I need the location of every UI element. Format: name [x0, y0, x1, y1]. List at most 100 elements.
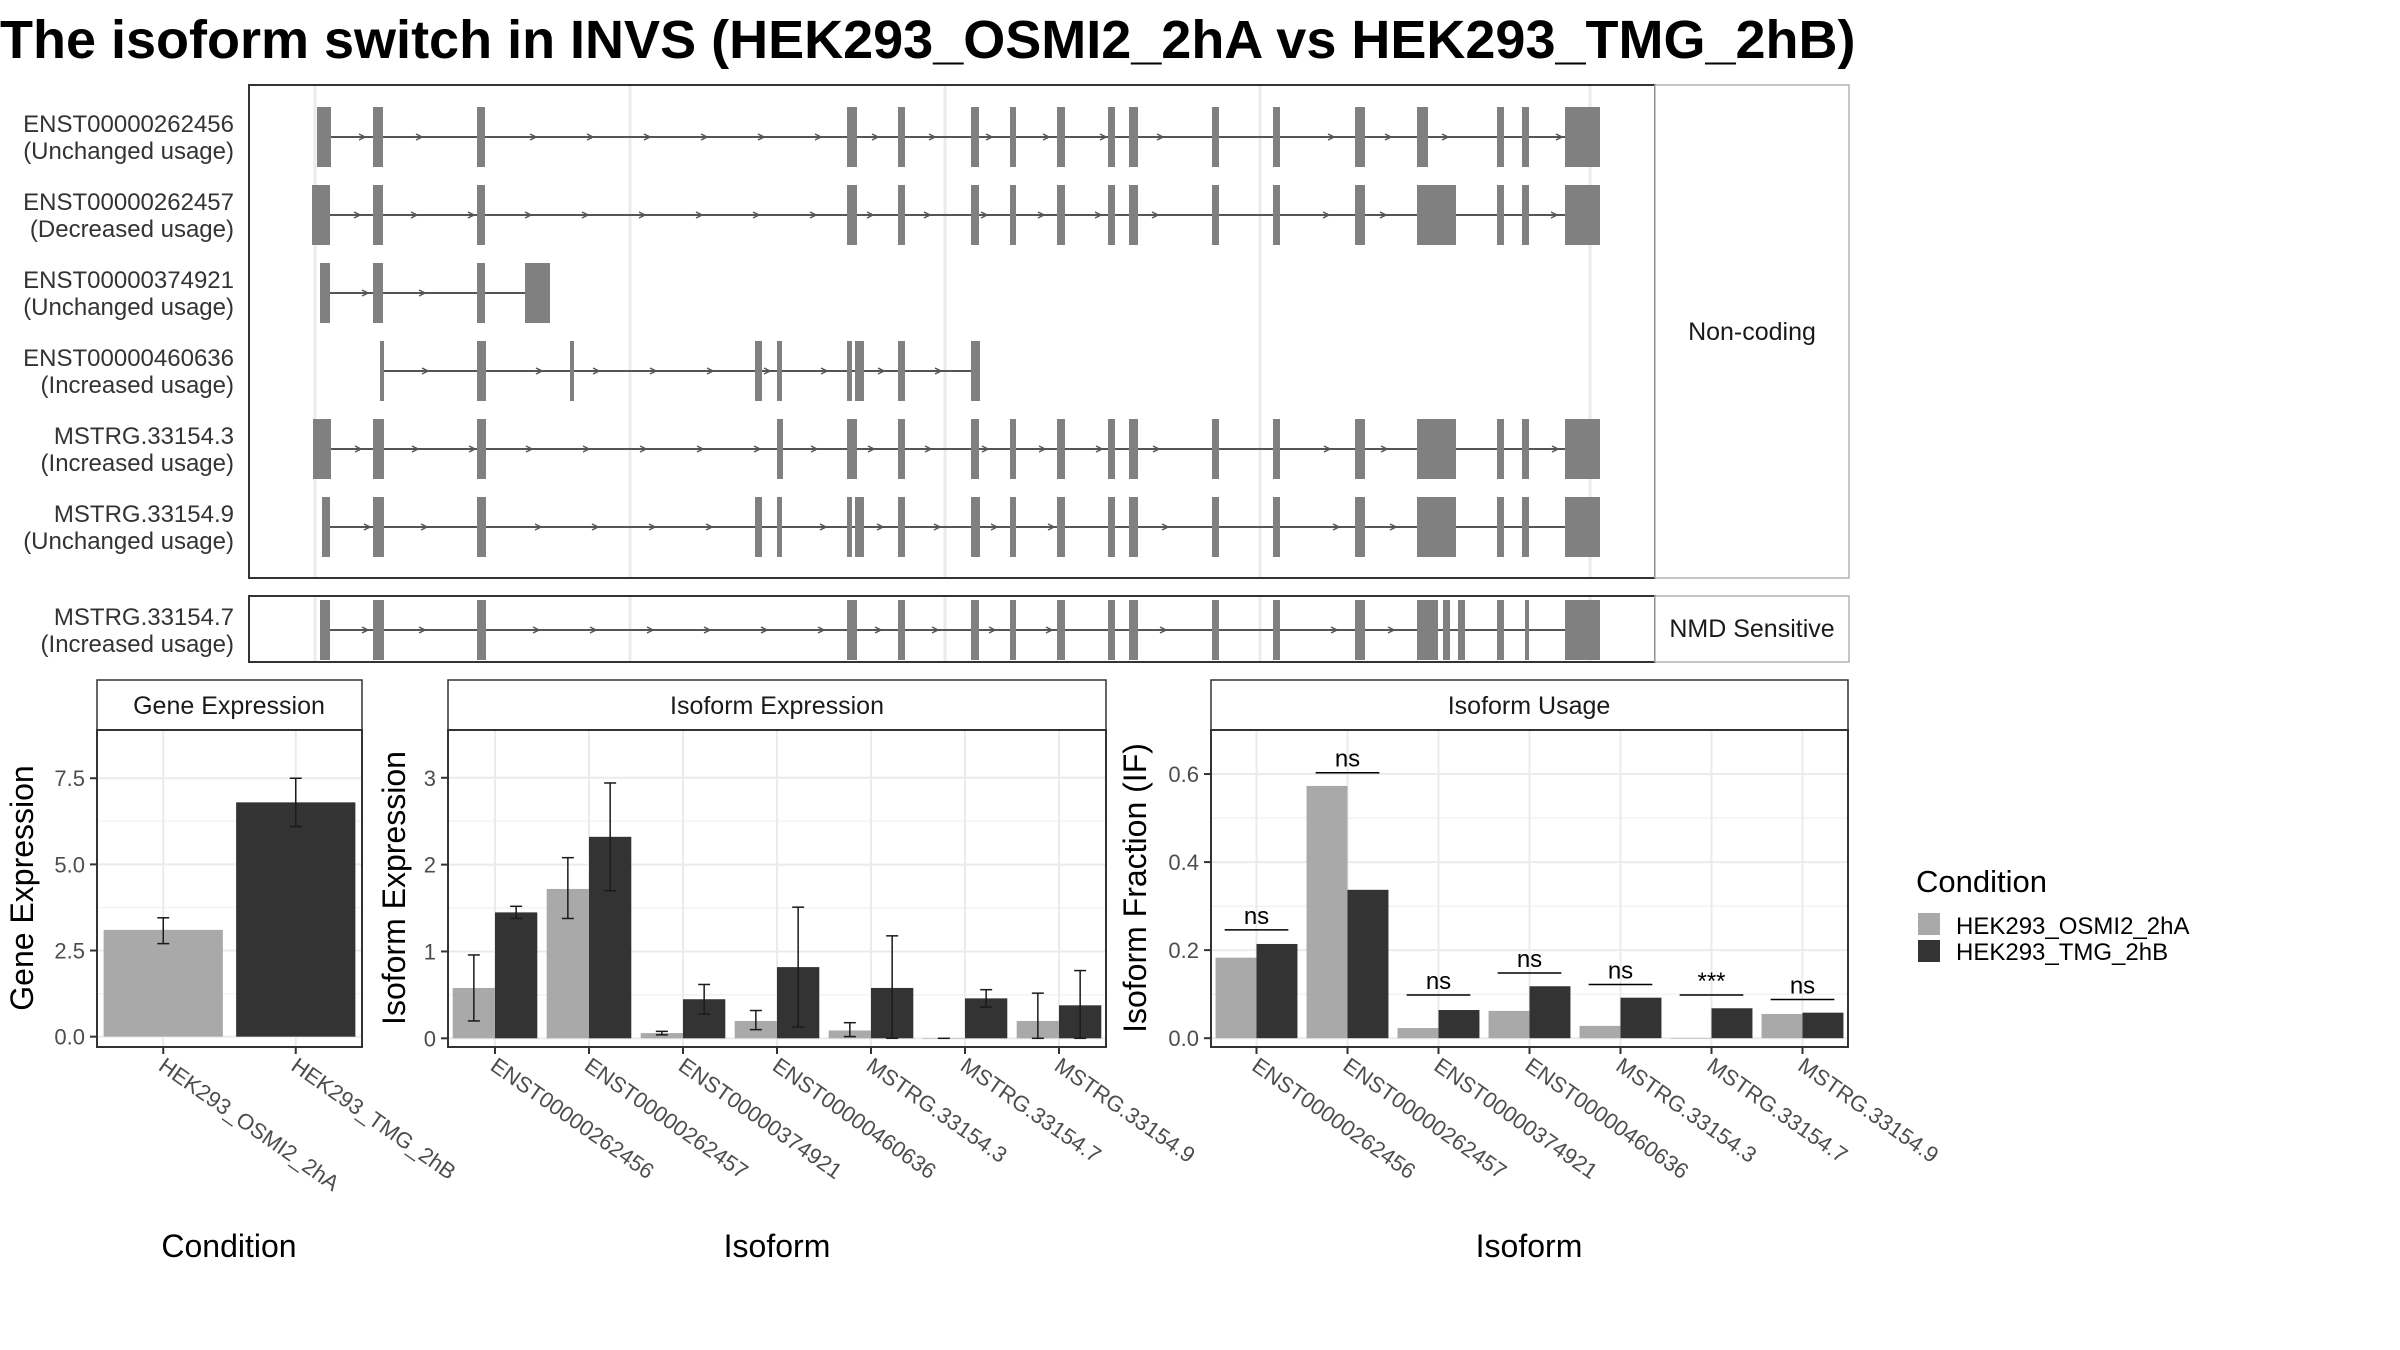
exon — [1108, 185, 1115, 245]
isoform-expression-y-title: Isoform Expression — [376, 751, 412, 1025]
exon — [1057, 497, 1065, 557]
exon — [1417, 419, 1456, 479]
direction-arrow — [1156, 133, 1165, 141]
exon — [1355, 497, 1365, 557]
transcript-row: MSTRG.33154.7(Increased usage) — [41, 600, 1600, 660]
exon — [1010, 600, 1016, 660]
direction-arrow — [415, 133, 424, 141]
exon — [477, 341, 486, 401]
direction-arrow — [1161, 523, 1170, 531]
direction-arrow — [353, 211, 362, 219]
exon — [1212, 419, 1219, 479]
exon — [477, 107, 485, 167]
exon — [847, 185, 857, 245]
exon — [855, 497, 864, 557]
direction-arrow — [703, 626, 712, 634]
transcript-id-label: MSTRG.33154.3 — [54, 423, 234, 450]
exon — [1010, 185, 1016, 245]
bar — [1529, 986, 1571, 1039]
direction-arrow — [706, 367, 715, 375]
direction-arrow — [1441, 133, 1450, 141]
direction-arrow — [1327, 133, 1336, 141]
exon — [1212, 497, 1219, 557]
x-tick-label: ENST00000262457 — [1339, 1053, 1512, 1184]
exon — [898, 600, 905, 660]
direction-arrow — [696, 445, 705, 453]
y-tick-label: 0.0 — [54, 1025, 85, 1050]
exon — [1057, 185, 1065, 245]
y-tick-label: 7.5 — [54, 766, 85, 791]
exon — [777, 497, 782, 557]
bar — [1711, 1008, 1753, 1039]
exon — [570, 341, 574, 401]
exon — [1565, 419, 1571, 479]
exon — [971, 419, 979, 479]
exon — [1522, 497, 1529, 557]
bar — [1620, 997, 1662, 1039]
exon — [477, 419, 486, 479]
legend-title: Condition — [1916, 864, 2047, 899]
exon — [1565, 185, 1571, 245]
direction-arrow — [757, 133, 766, 141]
direction-arrow — [586, 133, 595, 141]
direction-arrow — [1099, 133, 1108, 141]
bar — [1802, 1012, 1844, 1039]
exon — [322, 497, 330, 557]
exon — [1569, 419, 1600, 479]
exon — [1355, 600, 1365, 660]
exon — [898, 497, 905, 557]
exon — [1417, 600, 1438, 660]
x-tick-label: ENST00000460636 — [1521, 1053, 1694, 1184]
direction-arrow — [1037, 211, 1046, 219]
significance-label: ns — [1426, 968, 1451, 995]
direction-arrow — [1384, 133, 1393, 141]
transcript-row: MSTRG.33154.9(Unchanged usage) — [23, 497, 1600, 557]
exon — [1108, 107, 1115, 167]
y-tick-label: 2 — [424, 853, 436, 878]
isoform-usage-panel: Isoform Usage 0.0 0.2 0.4 0.6 ns ENST00000262… — [1117, 679, 1943, 1264]
transcript-usage-label: (Decreased usage) — [30, 216, 234, 243]
direction-arrow — [649, 367, 658, 375]
bar — [1397, 1028, 1439, 1039]
exon — [1129, 107, 1138, 167]
direction-arrow — [931, 626, 940, 634]
y-tick-label: 0.4 — [1168, 850, 1199, 875]
exon — [477, 263, 485, 323]
direction-arrow — [532, 626, 541, 634]
bar — [1761, 1013, 1803, 1039]
bar — [1306, 785, 1348, 1039]
transcript-usage-label: (Increased usage) — [41, 450, 234, 477]
nmd-sensitive-strip-label: NMD Sensitive — [1669, 615, 1834, 643]
isoform-expression-x-title: Isoform — [724, 1228, 831, 1264]
direction-arrow — [467, 211, 476, 219]
significance-label: ns — [1517, 946, 1542, 973]
exon — [1525, 600, 1529, 660]
exon — [1108, 497, 1115, 557]
direction-arrow — [1094, 211, 1103, 219]
transcript-rows: ENST00000262456(Unchanged usage)ENST0000… — [23, 107, 1600, 660]
bar — [236, 802, 356, 1037]
gene-expression-y-title: Gene Expression — [4, 765, 40, 1010]
transcript-row: ENST00000374921(Unchanged usage) — [23, 263, 550, 323]
direction-arrow — [1555, 133, 1564, 141]
exon — [1355, 419, 1365, 479]
transcript-id-label: ENST00000374921 — [23, 267, 234, 294]
bar — [495, 912, 538, 1039]
plot-border — [96, 729, 363, 1048]
direction-arrow — [468, 445, 477, 453]
direction-arrow — [924, 445, 933, 453]
exon — [320, 263, 330, 323]
exon — [373, 497, 384, 557]
exon — [898, 107, 905, 167]
x-tick-label: ENST00000374921 — [674, 1053, 847, 1184]
y-tick-label: 1 — [424, 939, 436, 964]
exon — [320, 600, 330, 660]
direction-arrow — [866, 211, 875, 219]
direction-arrow — [589, 626, 598, 634]
direction-arrow — [592, 367, 601, 375]
direction-arrow — [1323, 445, 1332, 453]
direction-arrow — [752, 211, 761, 219]
exon — [898, 419, 905, 479]
exon — [1057, 419, 1065, 479]
y-tick-label: 0 — [424, 1026, 436, 1051]
